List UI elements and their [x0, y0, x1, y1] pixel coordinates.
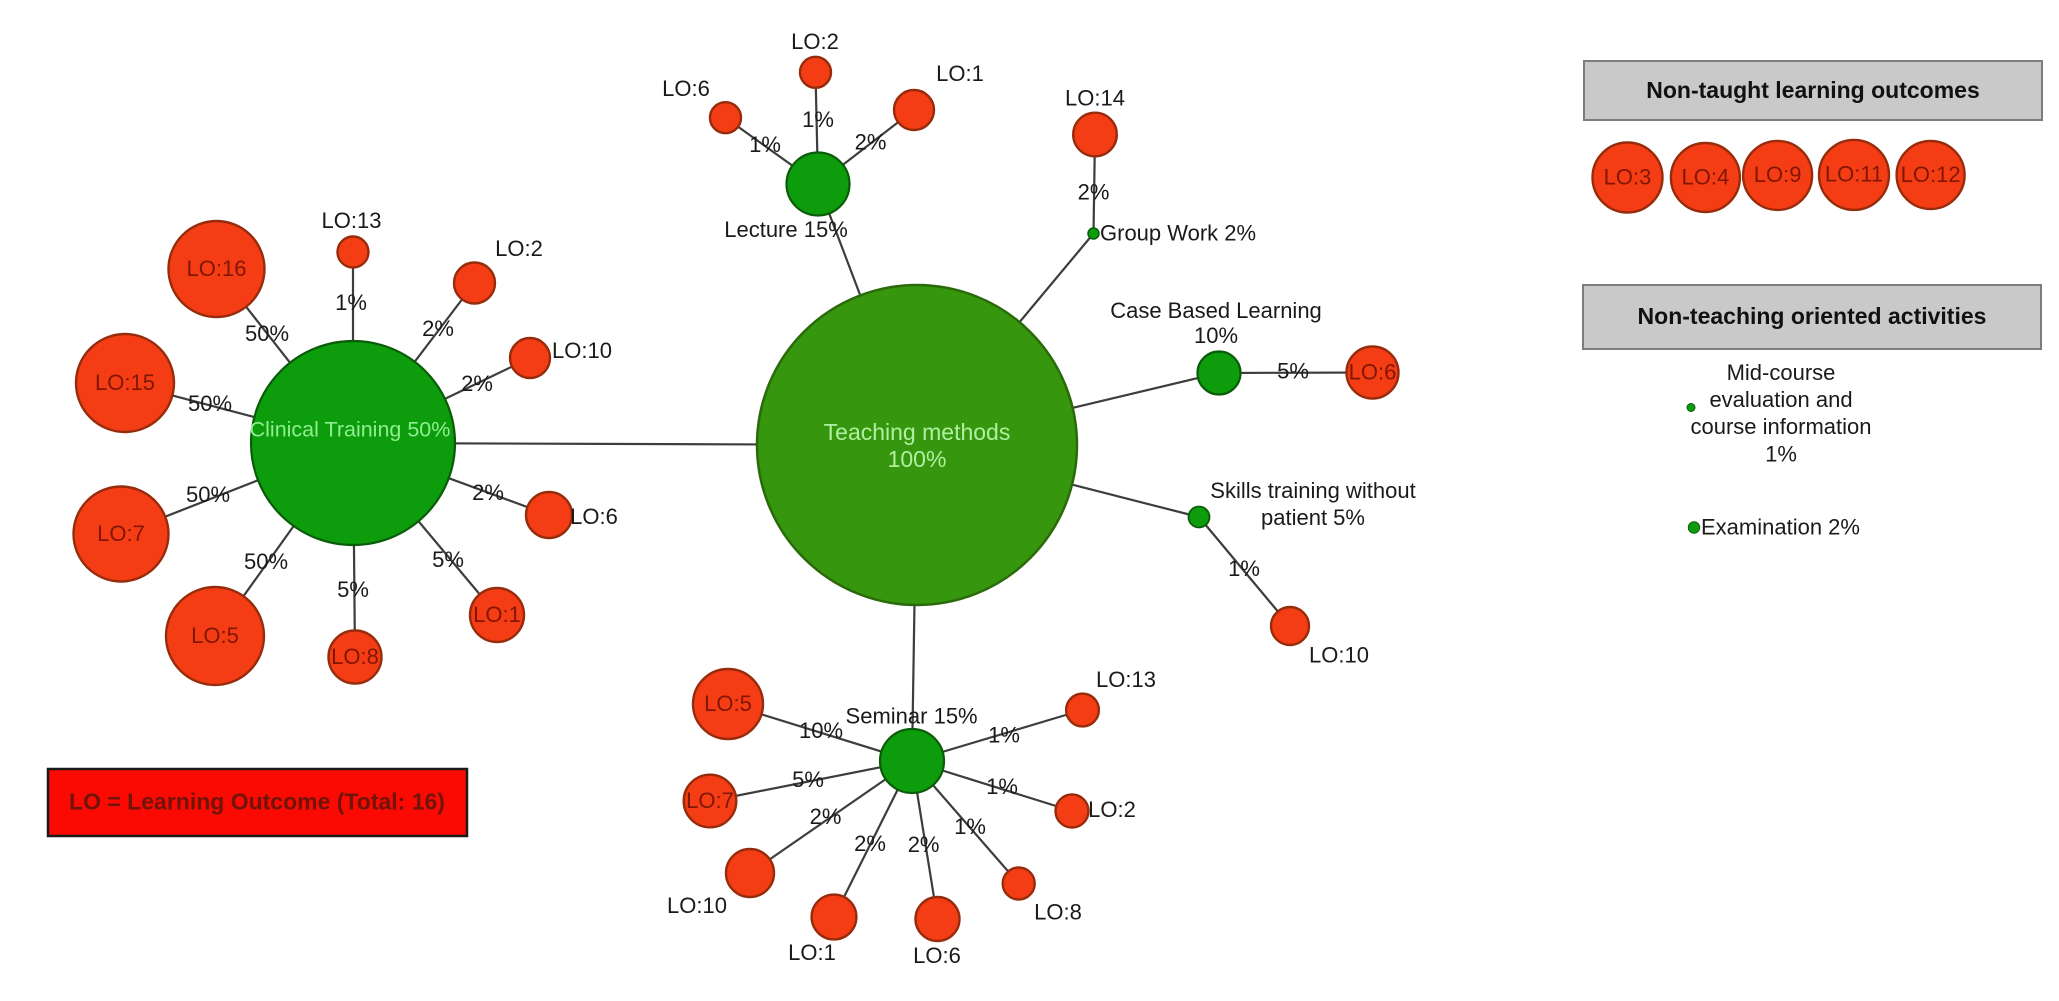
svg-text:2%: 2% — [855, 129, 887, 154]
svg-text:1%: 1% — [1765, 441, 1797, 466]
svg-text:2%: 2% — [854, 831, 886, 856]
svg-text:LO:10: LO:10 — [552, 338, 612, 363]
svg-text:LO:6: LO:6 — [913, 943, 961, 968]
svg-text:LO:6: LO:6 — [570, 504, 618, 529]
svg-text:50%: 50% — [245, 321, 289, 346]
svg-text:LO:1: LO:1 — [473, 602, 521, 627]
svg-text:2%: 2% — [1078, 179, 1110, 204]
svg-text:2%: 2% — [461, 371, 493, 396]
svg-text:Non-teaching oriented activiti: Non-teaching oriented activities — [1638, 303, 1987, 329]
svg-text:LO:6: LO:6 — [1349, 359, 1397, 384]
svg-text:50%: 50% — [244, 549, 288, 574]
svg-text:Skills training without: Skills training without — [1210, 478, 1415, 503]
svg-text:1%: 1% — [988, 722, 1020, 747]
svg-text:2%: 2% — [810, 804, 842, 829]
svg-text:LO:10: LO:10 — [667, 893, 727, 918]
svg-text:LO:16: LO:16 — [187, 256, 247, 281]
svg-text:LO:7: LO:7 — [686, 788, 734, 813]
svg-text:Non-taught learning outcomes: Non-taught learning outcomes — [1646, 77, 1980, 103]
svg-text:5%: 5% — [1277, 358, 1309, 383]
svg-text:LO:8: LO:8 — [331, 644, 379, 669]
svg-text:1%: 1% — [1228, 556, 1260, 581]
svg-text:Mid-course: Mid-course — [1727, 360, 1836, 385]
svg-text:LO:6: LO:6 — [662, 76, 710, 101]
svg-text:LO:7: LO:7 — [97, 521, 145, 546]
svg-text:LO:2: LO:2 — [791, 29, 839, 54]
svg-text:Examination 2%: Examination 2% — [1701, 514, 1860, 539]
svg-text:50%: 50% — [186, 482, 230, 507]
svg-text:LO:5: LO:5 — [704, 691, 752, 716]
svg-text:Group Work 2%: Group Work 2% — [1100, 220, 1256, 245]
svg-text:1%: 1% — [749, 132, 781, 157]
svg-text:Teaching methods: Teaching methods — [824, 419, 1011, 445]
svg-text:evaluation and: evaluation and — [1709, 387, 1852, 412]
svg-text:1%: 1% — [986, 774, 1018, 799]
svg-text:10%: 10% — [1194, 323, 1238, 348]
svg-text:Lecture 15%: Lecture 15% — [724, 217, 848, 242]
svg-text:Seminar 15%: Seminar 15% — [846, 704, 978, 729]
svg-text:100%: 100% — [888, 446, 947, 472]
svg-text:1%: 1% — [954, 814, 986, 839]
svg-text:5%: 5% — [792, 767, 824, 792]
svg-text:LO:1: LO:1 — [936, 61, 984, 86]
svg-text:LO:2: LO:2 — [1088, 797, 1136, 822]
svg-text:LO:11: LO:11 — [1825, 162, 1883, 187]
svg-text:LO:1: LO:1 — [788, 940, 836, 965]
svg-text:LO:13: LO:13 — [1096, 667, 1156, 692]
svg-text:LO:3: LO:3 — [1604, 164, 1652, 189]
svg-text:2%: 2% — [908, 832, 940, 857]
svg-text:LO:10: LO:10 — [1309, 642, 1369, 667]
svg-text:1%: 1% — [802, 107, 834, 132]
svg-text:LO:15: LO:15 — [95, 370, 155, 395]
svg-text:10%: 10% — [799, 718, 843, 743]
svg-text:5%: 5% — [337, 577, 369, 602]
svg-text:LO:8: LO:8 — [1034, 899, 1082, 924]
svg-text:Clinical Training 50%: Clinical Training 50% — [250, 418, 451, 442]
svg-text:2%: 2% — [472, 480, 504, 505]
svg-text:LO:12: LO:12 — [1901, 162, 1961, 187]
svg-text:course information: course information — [1691, 414, 1872, 439]
svg-text:LO:14: LO:14 — [1065, 85, 1125, 110]
svg-text:patient 5%: patient 5% — [1261, 505, 1365, 530]
svg-text:2%: 2% — [422, 316, 454, 341]
svg-text:LO:13: LO:13 — [322, 208, 382, 233]
svg-text:LO:5: LO:5 — [191, 623, 239, 648]
svg-text:50%: 50% — [188, 391, 232, 416]
svg-text:LO:2: LO:2 — [495, 236, 543, 261]
svg-text:1%: 1% — [335, 290, 367, 315]
svg-text:LO:4: LO:4 — [1682, 164, 1730, 189]
svg-text:LO = Learning Outcome (Total:: LO = Learning Outcome (Total: 16) — [69, 789, 445, 815]
svg-text:Case Based Learning: Case Based Learning — [1110, 298, 1322, 323]
svg-text:LO:9: LO:9 — [1754, 162, 1802, 187]
svg-text:5%: 5% — [432, 547, 464, 572]
